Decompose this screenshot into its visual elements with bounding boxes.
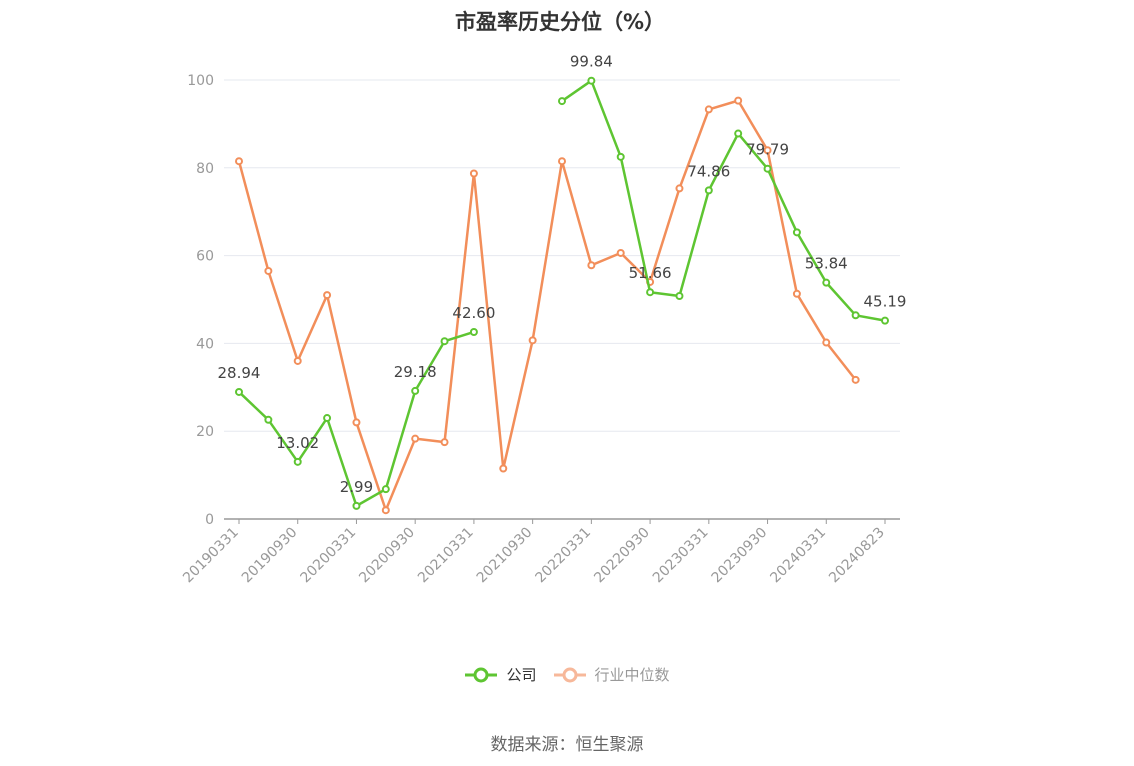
data-label: 45.19 [864,293,907,311]
data-label: 2.99 [340,478,373,496]
company-point [704,186,713,195]
chart-title: 市盈率历史分位（%） [454,10,666,34]
company-point [616,152,625,161]
data-labels: 28.94 13.02 2.99 29.18 42.60 99.84 51.66 74.86 7… [218,53,907,496]
legend-item-company[interactable]: 公司 [464,664,537,685]
industry-median-point [616,248,625,257]
company-point [381,485,390,494]
company-point [851,311,860,320]
company-point [411,386,420,395]
legend-company-icon [465,667,498,682]
company-point [734,129,743,138]
legend-item-industry-median[interactable]: 行业中位数 [553,664,670,685]
industry-median-point [675,184,684,193]
company-line [561,79,886,322]
industry-median-point [440,438,449,447]
company-point [293,457,302,466]
x-tick-label: 20220930 [591,525,653,587]
x-tick-label: 20200930 [356,525,418,587]
x-tick-label: 20220331 [532,525,594,587]
industry-median-point [323,291,332,300]
industry-median-point [411,434,420,443]
legend-industry-label: 行业中位数 [594,666,670,684]
data-label: 99.84 [570,53,613,71]
y-tick-label: 60 [196,249,214,265]
legend-company-label: 公司 [506,666,537,684]
company-point [881,316,889,325]
industry-median-point [469,169,478,178]
x-tick-label: 20240331 [767,525,829,587]
data-label: 28.94 [218,364,261,382]
industry-median-point [293,356,302,365]
data-label: 29.18 [394,363,437,381]
company-point [763,164,772,173]
data-label: 74.86 [687,162,730,180]
y-tick-label: 0 [205,512,214,528]
x-tick-label: 20210930 [474,525,536,587]
industry-median-point [352,418,361,427]
industry-median-point [822,338,831,347]
industry-median-point [264,266,273,275]
industry-median-point [528,336,537,345]
y-tick-label: 20 [196,424,214,440]
x-tick-label: 20200331 [298,525,360,587]
industry-median-point [763,146,772,155]
legend: 公司 行业中位数 [0,664,1134,685]
x-tick-label: 20240823 [826,525,888,587]
industry-median-point [792,289,801,298]
data-label: 51.66 [629,264,672,282]
company-point [264,415,273,424]
y-tick-label: 80 [196,161,214,177]
industry-median-point [587,261,596,270]
company-point [646,288,655,297]
data-label: 53.84 [805,255,848,273]
company-point [792,228,801,237]
series-lines [235,76,889,515]
data-label: 79.79 [746,141,789,159]
x-tick-label: 20190930 [239,525,301,587]
company-point [469,327,478,336]
x-tick-label: 20190331 [180,525,242,587]
company-point [235,387,243,396]
company-point [558,97,566,106]
company-point [587,76,596,85]
industry-median-point [381,506,390,515]
grid-lines [224,79,900,432]
company-point [822,278,831,287]
industry-median-point [558,157,566,166]
company-point [323,414,332,423]
industry-median-point [851,375,860,384]
data-label: 42.60 [452,304,495,322]
legend-industry-icon [553,667,586,682]
x-tick-label: 20230930 [709,525,771,587]
industry-median-line [237,99,857,512]
industry-median-point [704,105,713,114]
x-tick-label: 20210331 [415,525,477,587]
industry-median-point [499,464,508,473]
company-point [440,337,449,346]
company-point [675,291,684,300]
company-point [352,501,361,510]
industry-median-point [734,96,743,105]
source-note: 数据来源：恒生聚源 [490,735,644,755]
y-tick-label: 100 [187,73,214,89]
data-label: 13.02 [276,434,319,452]
industry-median-point [235,157,243,166]
y-tick-label: 40 [196,336,214,352]
x-tick-label: 20230331 [650,525,712,587]
